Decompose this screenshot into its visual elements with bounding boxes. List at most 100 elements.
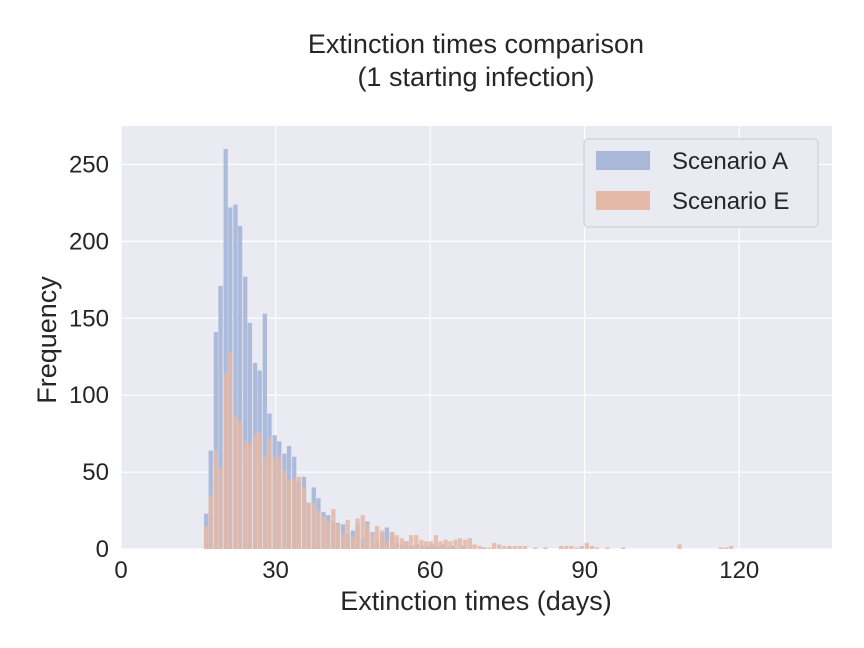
legend-swatch-scenario-e bbox=[596, 191, 650, 210]
histogram-bar bbox=[316, 510, 321, 549]
x-tick-label: 30 bbox=[262, 557, 289, 584]
histogram-bar bbox=[677, 544, 682, 549]
histogram-bar bbox=[394, 535, 399, 549]
histogram-bar bbox=[360, 515, 365, 549]
histogram-bar bbox=[620, 547, 626, 549]
histogram-bar bbox=[512, 545, 517, 549]
histogram-bar bbox=[208, 495, 213, 549]
histogram-bar bbox=[448, 541, 453, 549]
chart-title-line-2: (1 starting infection) bbox=[357, 62, 595, 92]
histogram-bar bbox=[467, 538, 473, 549]
histogram-bar bbox=[605, 547, 610, 549]
histogram-bar bbox=[457, 538, 463, 549]
histogram-bar bbox=[213, 450, 219, 549]
histogram-bar bbox=[380, 530, 385, 549]
legend: Scenario A Scenario E bbox=[583, 138, 819, 228]
histogram-bar bbox=[399, 538, 405, 549]
histogram-bar bbox=[450, 545, 456, 549]
histogram-bar bbox=[282, 470, 287, 549]
histogram-bar bbox=[522, 545, 528, 549]
histogram-bar bbox=[414, 535, 419, 549]
histogram-bar bbox=[335, 524, 341, 549]
histogram-bar bbox=[218, 467, 223, 549]
histogram-bar bbox=[301, 487, 307, 549]
legend-swatch-scenario-a bbox=[596, 151, 650, 170]
histogram-bar bbox=[584, 542, 589, 549]
histogram-bar bbox=[384, 527, 390, 549]
histogram-bar bbox=[472, 544, 477, 549]
histogram-bar bbox=[543, 547, 548, 549]
histogram-bar bbox=[365, 524, 370, 549]
histogram-bar bbox=[517, 545, 523, 549]
histogram-bar bbox=[404, 541, 409, 549]
histogram-bar bbox=[487, 547, 492, 549]
histogram-bar bbox=[728, 545, 734, 549]
y-axis-label: Frequency bbox=[32, 276, 62, 404]
histogram-bar bbox=[589, 545, 595, 549]
histogram-bar bbox=[579, 545, 584, 549]
histogram-bar bbox=[491, 542, 497, 549]
histogram-bar bbox=[482, 547, 487, 549]
histogram-bar bbox=[321, 516, 326, 549]
histogram-bar bbox=[345, 519, 350, 549]
histogram-bar bbox=[296, 476, 301, 549]
histogram-bar bbox=[331, 509, 336, 549]
y-tick-label: 0 bbox=[96, 536, 109, 563]
x-axis-label: Extinction times (days) bbox=[340, 586, 612, 616]
histogram-bar bbox=[247, 322, 253, 549]
histogram-bar bbox=[243, 276, 248, 549]
y-tick-labels: 0 50 100 150 200 250 bbox=[69, 151, 109, 563]
y-tick-label: 250 bbox=[69, 151, 109, 178]
histogram-bar bbox=[252, 435, 258, 549]
histogram-bar bbox=[218, 285, 223, 549]
histogram-bar bbox=[292, 478, 297, 549]
x-tick-label: 0 bbox=[114, 557, 127, 584]
x-tick-labels: 0 30 60 90 120 bbox=[114, 557, 759, 584]
histogram-bar bbox=[558, 545, 564, 549]
histogram-bar bbox=[419, 539, 424, 549]
histogram-bar bbox=[433, 535, 439, 549]
histogram-bar bbox=[237, 225, 243, 549]
histogram-bar bbox=[272, 456, 277, 549]
y-tick-label: 50 bbox=[82, 459, 109, 486]
histogram-bar bbox=[286, 479, 292, 549]
histogram-bar bbox=[350, 536, 356, 549]
histogram-bar bbox=[306, 502, 311, 549]
histogram-bar bbox=[243, 441, 248, 549]
histogram-bar bbox=[569, 545, 574, 549]
histogram-bar bbox=[389, 532, 395, 549]
histogram-bar bbox=[370, 533, 375, 549]
histogram-bar bbox=[203, 525, 209, 549]
x-tick-label: 120 bbox=[719, 557, 759, 584]
histogram-bar bbox=[257, 432, 262, 549]
histogram-bar bbox=[477, 545, 482, 549]
histogram-bar bbox=[262, 456, 267, 549]
histogram-bar bbox=[213, 332, 219, 549]
histogram-bar bbox=[507, 545, 512, 549]
histogram-bar bbox=[233, 204, 238, 549]
x-tick-label: 60 bbox=[417, 557, 444, 584]
series-e-bars bbox=[203, 352, 734, 549]
histogram-bar bbox=[223, 149, 228, 549]
histogram-bar bbox=[574, 547, 579, 549]
histogram-bar bbox=[564, 545, 569, 549]
histogram-bar bbox=[409, 535, 414, 549]
histogram-bar bbox=[311, 502, 316, 549]
histogram-bar bbox=[375, 525, 380, 549]
legend-label-scenario-e: Scenario E bbox=[672, 188, 789, 215]
histogram-bar bbox=[355, 518, 360, 549]
histogram-bar bbox=[595, 547, 600, 549]
histogram-bar bbox=[247, 442, 253, 549]
histogram-bar bbox=[723, 547, 729, 549]
histogram-bar bbox=[502, 545, 507, 549]
histogram-bar bbox=[223, 373, 228, 549]
legend-label-scenario-a: Scenario A bbox=[672, 148, 788, 175]
histogram-bar bbox=[423, 541, 429, 549]
histogram-bar bbox=[428, 541, 433, 549]
y-tick-label: 150 bbox=[69, 305, 109, 332]
histogram-bar bbox=[262, 313, 267, 549]
histogram-bar bbox=[533, 547, 538, 549]
histogram-bar bbox=[438, 541, 443, 549]
y-tick-label: 200 bbox=[69, 228, 109, 255]
